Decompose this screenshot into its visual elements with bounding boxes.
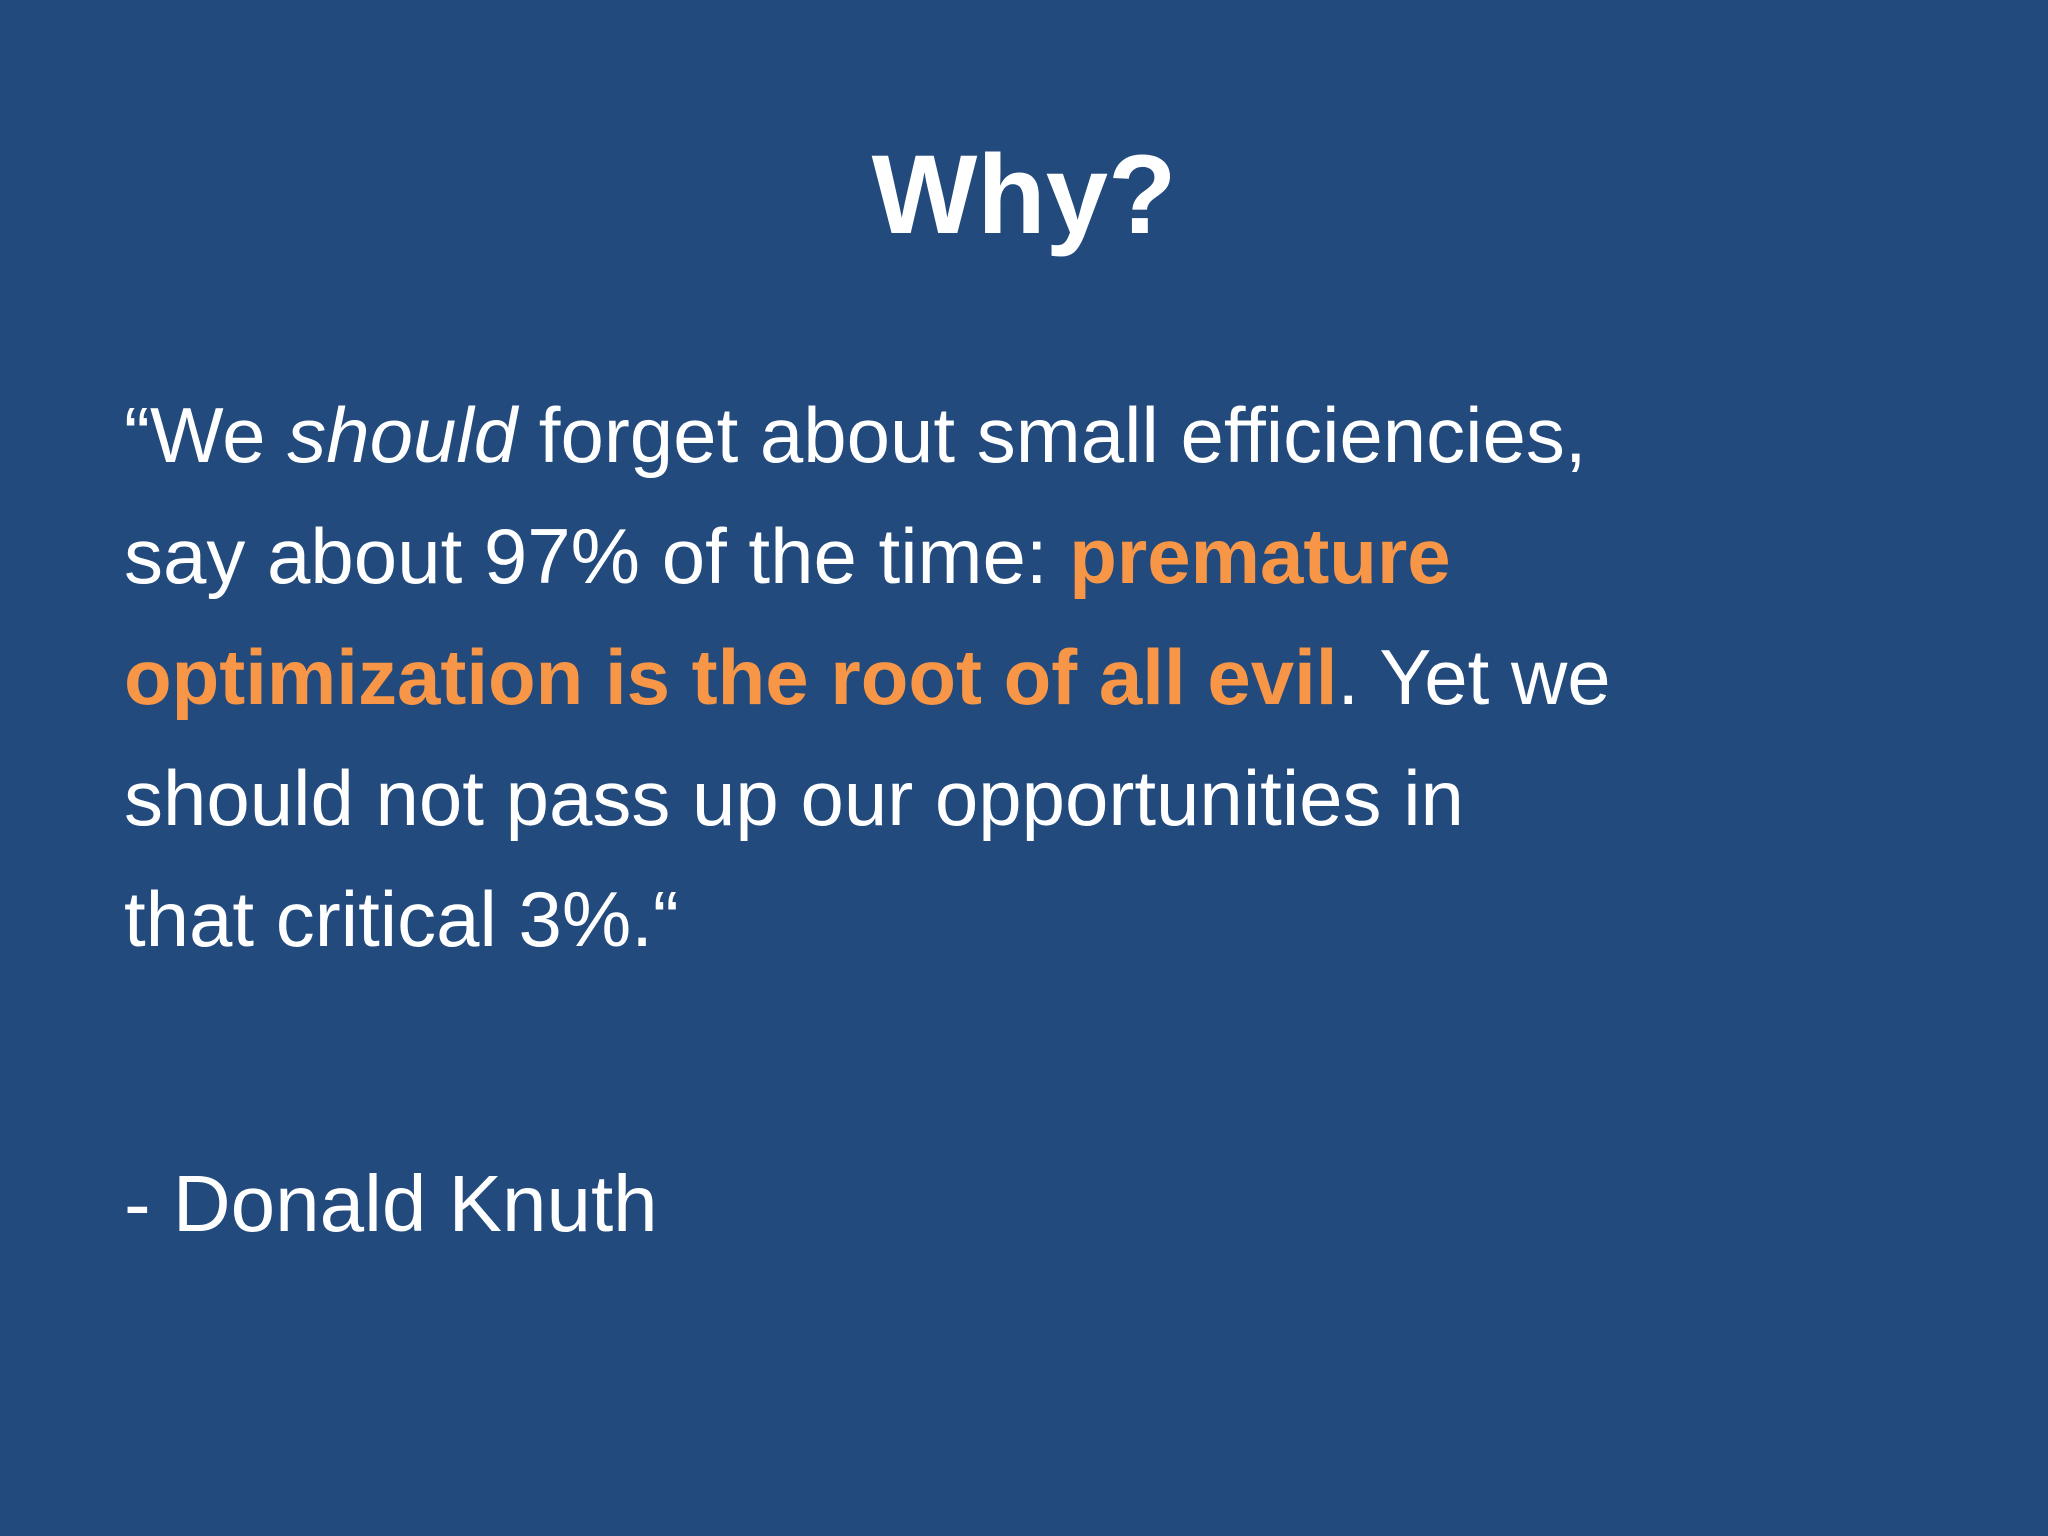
quote-segment: should [287, 391, 518, 479]
quote-segment: that critical 3%.“ [124, 875, 679, 963]
quote: “We should forget about small efficienci… [124, 375, 2024, 980]
quote-line: say about 97% of the time: premature [124, 496, 2024, 617]
quote-line: optimization is the root of all evil. Ye… [124, 617, 2024, 738]
quote-segment: should not pass up our opportunities in [124, 754, 1464, 842]
quote-segment: optimization is the root of all evil [124, 633, 1338, 721]
quote-segment: premature [1069, 512, 1451, 600]
attribution: - Donald Knuth [124, 1159, 658, 1248]
quote-segment: say about 97% of the time: [124, 512, 1070, 600]
quote-segment: . Yet we [1337, 633, 1611, 721]
quote-line: should not pass up our opportunities in [124, 738, 2024, 859]
quote-line: “We should forget about small efficienci… [124, 375, 2024, 496]
slide-title: Why? [871, 132, 1177, 257]
quote-segment: forget about small efficiencies, [517, 391, 1587, 479]
quote-segment: “We [124, 391, 288, 479]
quote-line: that critical 3%.“ [124, 859, 2024, 980]
